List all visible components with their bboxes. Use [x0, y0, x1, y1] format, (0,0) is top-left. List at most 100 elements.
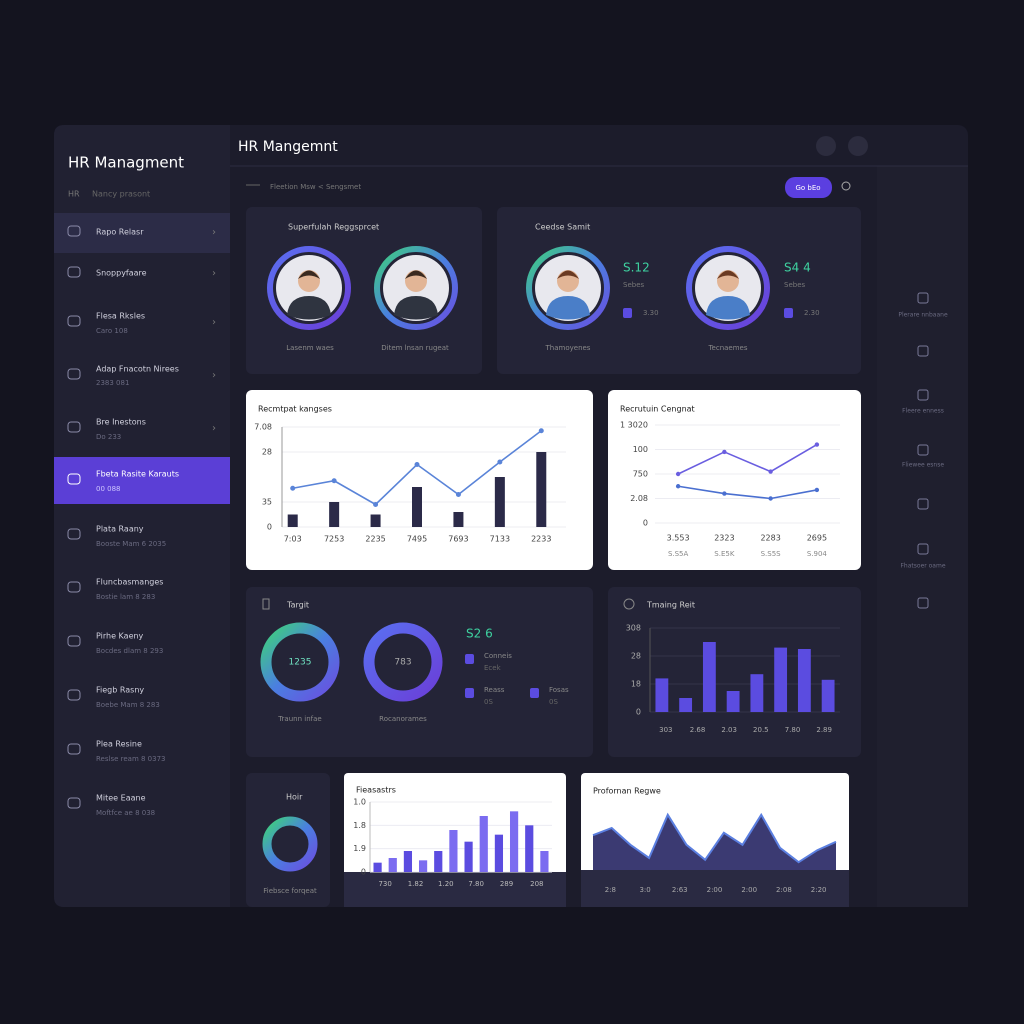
stat-icon [465, 654, 474, 664]
chevron: › [212, 227, 216, 238]
y-tick-label: 1 3020 [620, 421, 648, 430]
panel-footer [581, 870, 849, 907]
x-sub-label: S.904 [807, 550, 828, 558]
nav-sub: 2383 081 [96, 379, 129, 387]
bar [509, 811, 519, 872]
bar [388, 858, 397, 872]
y-tick-label: 308 [626, 624, 641, 633]
panel-title: Targit [286, 601, 309, 610]
nav-label[interactable]: Rapo Relasr [96, 228, 144, 237]
y-tick-label: 0 [636, 708, 641, 717]
x-tick-label: 2:8 [605, 886, 616, 894]
line [677, 443, 818, 475]
nav-label[interactable]: Plea Resine [96, 740, 142, 749]
nav-label[interactable]: Snoppyfaare [96, 269, 147, 278]
label: Lasenm waes [286, 344, 334, 352]
sidebar-hover [54, 213, 230, 253]
panel-footer [344, 872, 566, 907]
panel-title: Hoir [286, 793, 303, 802]
nav-icon [67, 581, 81, 593]
avatar-hair [557, 270, 579, 279]
nav-icon [67, 421, 81, 433]
app-title: HR Managment [68, 154, 184, 172]
nav-label[interactable]: Adap Fnacotn Nirees [96, 365, 179, 374]
header-icon[interactable] [848, 136, 868, 156]
right-rail [877, 166, 968, 907]
bar [750, 674, 764, 712]
x-tick-label: 289 [500, 880, 513, 888]
bar [453, 512, 464, 527]
x-tick-label: 2283 [760, 534, 780, 543]
area [593, 814, 836, 870]
point [768, 469, 773, 474]
panel-title: Ceedse Samit [535, 223, 590, 232]
y-tick-label: 750 [633, 470, 648, 479]
chevron: › [212, 317, 216, 328]
label: Reass [484, 686, 505, 694]
x-tick-label: 2233 [531, 535, 551, 544]
nav-sub: Moftfce ae 8 038 [96, 809, 155, 817]
stat-value: S2 6 [466, 627, 493, 641]
header-icon[interactable] [816, 136, 836, 156]
panel [608, 587, 861, 757]
bar [797, 649, 811, 712]
x-tick-label: 7.80 [785, 726, 801, 734]
bar [525, 825, 534, 872]
avatar-body [546, 296, 590, 320]
search-icon[interactable] [841, 181, 851, 191]
nav-icon [67, 266, 81, 278]
bar [287, 514, 298, 527]
nav-label[interactable]: Pirhe Kaeny [96, 632, 144, 641]
panel-icon [623, 598, 635, 610]
label: 2.30 [804, 309, 820, 317]
label: Ditem lnsan rugeat [381, 344, 449, 352]
y-tick-label: 0 [643, 519, 648, 528]
point [497, 459, 503, 465]
nav-label[interactable]: Flesa Rksles [96, 312, 145, 321]
chart-title: Recrutuin Cengnat [620, 405, 695, 414]
nav-label[interactable]: Plata Raany [96, 525, 144, 534]
chevron: › [212, 423, 216, 434]
label: Traunn infae [277, 715, 321, 723]
x-tick-label: 3:0 [639, 886, 650, 894]
y-tick-label: 1.8 [353, 821, 366, 830]
x-tick-label: 7253 [324, 535, 344, 544]
x-tick-label: 730 [378, 880, 391, 888]
x-tick-label: 2.89 [816, 726, 832, 734]
line [592, 812, 837, 864]
bar [449, 830, 458, 872]
avatar-hair [405, 270, 427, 279]
label: Sebes [784, 281, 806, 289]
rail-icon [917, 444, 929, 456]
nav-label[interactable]: Mitee Eaane [96, 794, 146, 803]
nav-icon [67, 689, 81, 701]
point [722, 491, 727, 496]
header-button[interactable] [785, 177, 832, 198]
avatar-ring [526, 246, 610, 330]
bar [655, 678, 669, 712]
avatar-ring [374, 246, 458, 330]
stat-value: S.12 [623, 261, 650, 275]
panel [246, 773, 330, 907]
nav-icon [67, 528, 81, 540]
chart-title: Tmaing Reit [646, 601, 695, 610]
nav-label[interactable]: Fbeta Rasite Karauts [96, 470, 179, 479]
nav-sub: Bostie lam 8 283 [96, 593, 155, 601]
stat-icon [465, 688, 474, 698]
nav-label[interactable]: Fiegb Rasny [96, 686, 144, 695]
x-tick-label: 1.20 [438, 880, 454, 888]
x-tick-label: 2:00 [741, 886, 757, 894]
nav-label[interactable]: Fluncbasmanges [96, 578, 163, 587]
nav-icon [67, 315, 81, 327]
x-tick-label: 208 [530, 880, 543, 888]
label: 0S [549, 698, 558, 706]
stat-icon [784, 308, 793, 318]
donut [363, 622, 443, 702]
rail-label: Plerare nnbaane [898, 312, 948, 319]
y-tick-label: 100 [633, 445, 648, 454]
bar [774, 647, 788, 712]
x-tick-label: 2.68 [690, 726, 706, 734]
nav-label[interactable]: Bre Inestons [96, 418, 146, 427]
x-tick-label: 2695 [807, 534, 827, 543]
bar [418, 860, 428, 872]
